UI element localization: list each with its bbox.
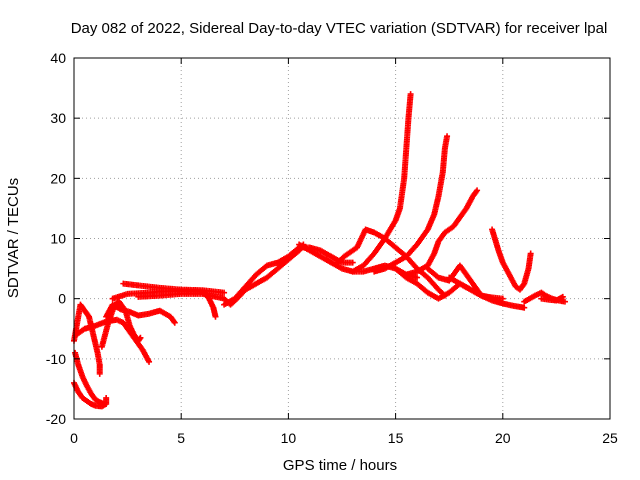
series-s18 bbox=[446, 274, 528, 311]
data-point bbox=[103, 394, 110, 401]
data-point bbox=[559, 293, 566, 300]
x-tick-label: 10 bbox=[281, 430, 297, 446]
data-point bbox=[561, 298, 568, 305]
data-point bbox=[521, 304, 528, 311]
data-point bbox=[221, 289, 228, 296]
series-s9 bbox=[135, 241, 307, 308]
y-tick-label: -20 bbox=[46, 411, 66, 427]
data-point bbox=[146, 358, 153, 365]
data-point bbox=[407, 91, 414, 98]
series-s14 bbox=[371, 133, 451, 275]
data-point bbox=[474, 187, 481, 194]
x-tick-label: 20 bbox=[495, 430, 511, 446]
data-point bbox=[101, 400, 108, 407]
series-s19 bbox=[489, 226, 534, 293]
series-s21 bbox=[538, 293, 566, 304]
data-point bbox=[171, 319, 178, 326]
series-s6 bbox=[103, 301, 178, 326]
y-tick-label: 30 bbox=[50, 110, 66, 126]
data-point bbox=[527, 250, 534, 257]
y-tick-label: 20 bbox=[50, 170, 66, 186]
chart-title: Day 082 of 2022, Sidereal Day-to-day VTE… bbox=[71, 20, 608, 37]
data-point bbox=[96, 370, 103, 377]
x-tick-label: 5 bbox=[177, 430, 185, 446]
axis-ticks: 0 5 10 15 20 25 -20 -10 0 10 20 30 40 bbox=[46, 50, 618, 446]
data-point bbox=[349, 259, 356, 266]
data-point bbox=[212, 313, 219, 320]
y-tick-label: 10 bbox=[50, 231, 66, 247]
x-tick-label: 0 bbox=[70, 430, 78, 446]
x-tick-label: 25 bbox=[602, 430, 618, 446]
y-axis-label: SDTVAR / TECUs bbox=[5, 178, 22, 298]
data-point bbox=[444, 133, 451, 140]
data-point bbox=[137, 334, 144, 341]
y-tick-label: 40 bbox=[50, 50, 66, 66]
series-s2 bbox=[72, 349, 108, 407]
y-tick-label: 0 bbox=[58, 291, 66, 307]
data-point bbox=[414, 274, 421, 281]
series-s13 bbox=[349, 91, 414, 275]
x-tick-label: 15 bbox=[388, 430, 404, 446]
series-s8 bbox=[120, 280, 228, 296]
x-axis-label: GPS time / hours bbox=[283, 457, 397, 474]
grid bbox=[74, 58, 610, 419]
data-points bbox=[71, 91, 568, 410]
y-tick-label: -10 bbox=[46, 351, 66, 367]
